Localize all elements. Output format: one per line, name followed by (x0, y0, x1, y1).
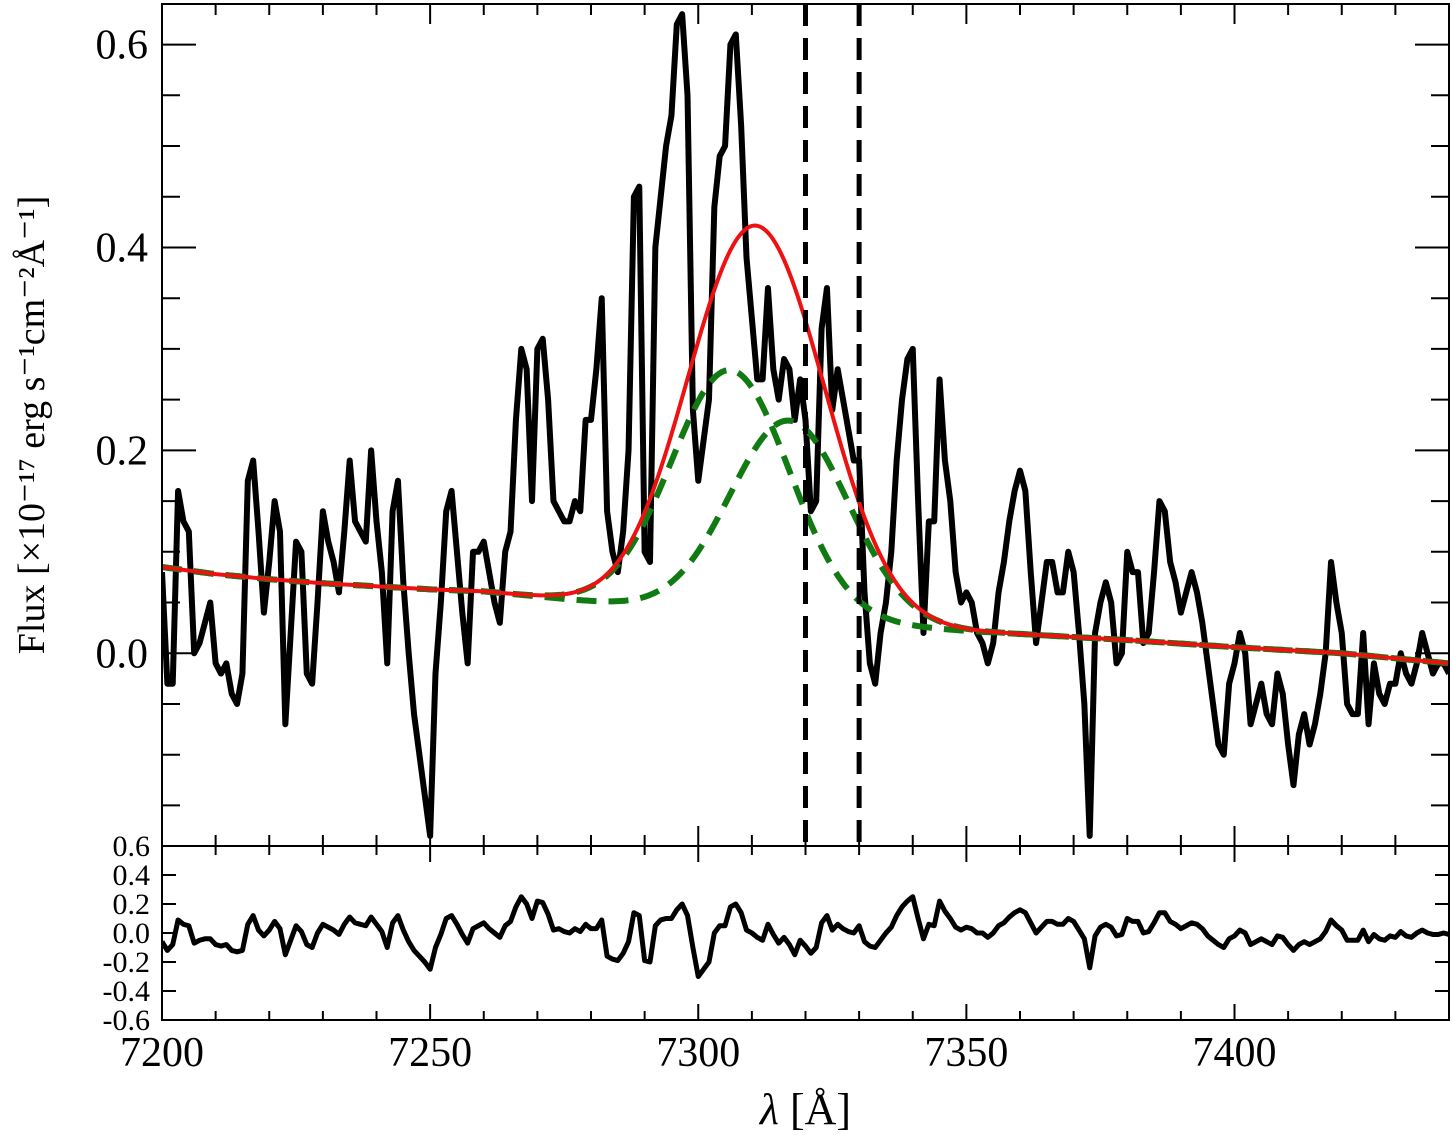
y-tick-label: 0.0 (96, 631, 149, 677)
residual-y-tick-label: 0.4 (113, 859, 151, 892)
reference-lines (803, 4, 862, 846)
y-tick-label: 0.4 (96, 225, 149, 271)
x-tick-label: 7300 (656, 1030, 740, 1076)
y-tick-label: 0.2 (96, 428, 149, 474)
x-tick-label: 7200 (120, 1030, 204, 1076)
x-axis-unit: [Å] (779, 1085, 851, 1134)
flux-panel: 0.0 0.2 0.4 0.6 (96, 3, 1450, 847)
x-tick-label: 7250 (388, 1030, 472, 1076)
x-axis-title: λ [Å] (758, 1085, 851, 1134)
flux-panel-ticks (161, 4, 1450, 846)
y-tick-label: 0.6 (96, 23, 149, 69)
residual-panel: 0.60.40.20.0-0.2-0.4-0.6 7200 7250 7300 735… (103, 830, 1450, 1076)
flux-y-tick-labels: 0.0 0.2 0.4 0.6 (96, 23, 149, 678)
residuals-line (162, 894, 1449, 979)
x-axis-symbol: λ (758, 1085, 779, 1134)
residual-y-tick-label: 0.6 (113, 830, 151, 863)
residual-y-tick-label: -0.6 (103, 1004, 151, 1037)
residual-y-tick-label: 0.2 (113, 888, 151, 921)
residual-y-tick-label: -0.2 (103, 946, 151, 979)
x-tick-labels: 7200 7250 7300 7350 7400 (120, 1030, 1277, 1076)
y-axis-title: Flux [×10⁻¹⁷ erg s⁻¹cm⁻²Å⁻¹] (11, 196, 53, 654)
residual-panel-ticks (161, 845, 1450, 1021)
residual-y-tick-labels: 0.60.40.20.0-0.2-0.4-0.6 (103, 830, 151, 1037)
residual-series-group (162, 894, 1449, 979)
x-tick-label: 7400 (1193, 1030, 1277, 1076)
residual-panel-frame (161, 845, 1450, 1021)
residual-y-tick-label: -0.4 (103, 975, 151, 1008)
x-tick-label: 7350 (924, 1030, 1008, 1076)
residual-y-tick-label: 0.0 (113, 917, 151, 950)
